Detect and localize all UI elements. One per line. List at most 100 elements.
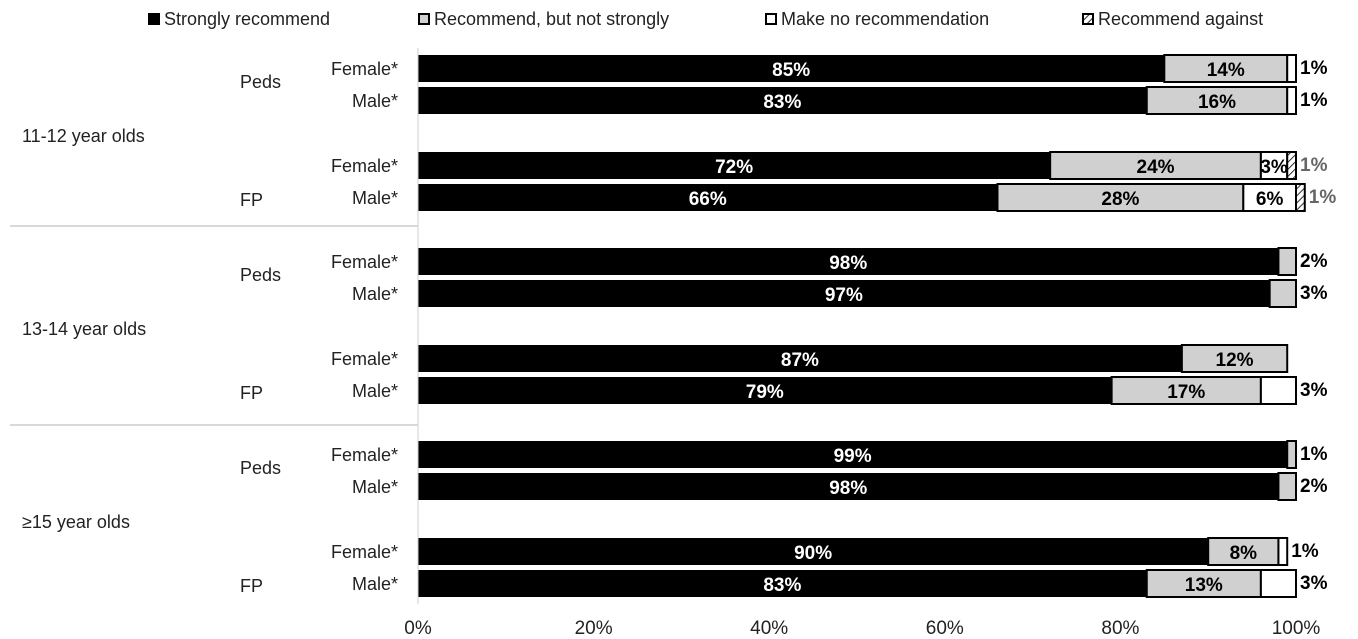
bar-segment-strong xyxy=(418,87,1147,114)
data-label-strong: 83% xyxy=(763,575,801,596)
x-tick-label: 100% xyxy=(1272,618,1321,639)
data-label-strong: 90% xyxy=(794,543,832,564)
bar-segment-strong xyxy=(418,345,1182,372)
bar-g1-peds-male: 83% 16% 1% xyxy=(418,86,1328,115)
bar-segment-none xyxy=(1277,537,1289,566)
legend-swatch-against xyxy=(1082,13,1094,25)
bar-segment-strong xyxy=(418,248,1279,275)
specialty-label-peds: Peds xyxy=(240,265,281,285)
bar-g2-peds-male: 97% 3% xyxy=(418,279,1328,308)
data-label-outside: 1% xyxy=(1309,187,1337,208)
bar-segment-notstrong xyxy=(1110,376,1262,405)
x-tick-label: 80% xyxy=(1101,618,1139,639)
sex-label-g3-peds-female: Female* xyxy=(331,445,398,465)
x-tick-label: 40% xyxy=(750,618,788,639)
legend-swatch-notstrong xyxy=(418,13,430,25)
data-label-notstrong: 24% xyxy=(1137,157,1175,178)
sex-label-g3-fp-female: Female* xyxy=(331,542,398,562)
legend-item-against: Recommend against xyxy=(1082,9,1263,29)
data-label-none: 3% xyxy=(1260,157,1288,178)
bar-g2-peds-female: 98% 2% xyxy=(418,247,1328,276)
bar-segment-notstrong xyxy=(1286,440,1297,469)
legend-item-none: Make no recommendation xyxy=(765,9,989,29)
chart-legend: Strongly recommend Recommend, but not str… xyxy=(148,9,1263,29)
data-label-outside: 1% xyxy=(1300,155,1328,176)
bar-segment-strong xyxy=(418,152,1051,179)
data-label-outside: 1% xyxy=(1291,541,1319,562)
bar-segment-strong xyxy=(418,184,998,211)
bar-g2-fp-female: 87% 12% xyxy=(418,344,1289,373)
sex-label-g2-fp-male: Male* xyxy=(352,381,398,401)
legend-label-none: Make no recommendation xyxy=(781,9,989,29)
data-label-outside: 3% xyxy=(1300,573,1328,594)
bar-segment-none xyxy=(1286,54,1297,83)
data-label-none: 6% xyxy=(1256,189,1284,210)
data-label-strong: 97% xyxy=(825,285,863,306)
data-label-notstrong: 14% xyxy=(1207,60,1245,81)
data-label-strong: 72% xyxy=(715,157,753,178)
data-label-notstrong: 8% xyxy=(1230,543,1258,564)
data-label-outside: 1% xyxy=(1300,444,1328,465)
specialty-label-fp: FP xyxy=(240,576,263,596)
legend-swatch-none xyxy=(765,13,777,25)
category-labels: 11-12 year olds Peds Female* Male* FP Female*… xyxy=(22,59,398,596)
bar-g3-fp-female: 90% 8% 1% xyxy=(418,537,1319,566)
data-label-strong: 98% xyxy=(829,478,867,499)
x-axis: 0% 20% 40% 60% 80% 100% xyxy=(404,48,1320,639)
sex-label-g1-peds-male: Male* xyxy=(352,91,398,111)
bar-segment-strong xyxy=(418,473,1279,500)
data-label-strong: 99% xyxy=(834,446,872,467)
legend-item-strong: Strongly recommend xyxy=(148,9,330,29)
data-label-notstrong: 17% xyxy=(1167,382,1205,403)
bar-segment-none xyxy=(1259,376,1298,405)
bar-segment-against xyxy=(1286,151,1297,180)
data-label-strong: 98% xyxy=(829,253,867,274)
data-label-notstrong: 12% xyxy=(1216,350,1254,371)
x-tick-label: 60% xyxy=(926,618,964,639)
legend-item-notstrong: Recommend, but not strongly xyxy=(418,9,669,29)
bar-g3-fp-male: 83% 13% 3% xyxy=(418,569,1328,598)
bar-segment-none xyxy=(1286,86,1297,115)
bar-segment-notstrong xyxy=(1145,569,1262,598)
bar-segment-notstrong xyxy=(1145,86,1289,115)
age-group-label-3: ≥15 year olds xyxy=(22,512,130,532)
data-label-outside: 2% xyxy=(1300,251,1328,272)
data-label-outside: 1% xyxy=(1300,58,1328,79)
legend-label-against: Recommend against xyxy=(1098,9,1263,29)
bar-segment-strong xyxy=(418,377,1112,404)
data-label-notstrong: 13% xyxy=(1185,575,1223,596)
data-label-strong: 87% xyxy=(781,350,819,371)
data-label-outside: 3% xyxy=(1300,380,1328,401)
age-group-label-1: 11-12 year olds xyxy=(22,126,145,146)
bar-g1-peds-female: 85% 14% 1% xyxy=(418,54,1328,83)
data-label-strong: 66% xyxy=(689,189,727,210)
sex-label-g2-peds-male: Male* xyxy=(352,284,398,304)
bar-segment-strong xyxy=(418,280,1270,307)
bar-segment-notstrong xyxy=(1180,344,1289,373)
bar-g1-fp-female: 72% 24% 3% 1% xyxy=(418,151,1328,180)
bar-segment-none xyxy=(1259,151,1289,180)
data-label-outside: 3% xyxy=(1300,283,1328,304)
data-label-notstrong: 16% xyxy=(1198,92,1236,113)
bars-layer: 85% 14% 1% 83% 16% 1% 72% 24% 3% 1% 66% 28% 6% 1% 98% 2… xyxy=(418,54,1337,598)
data-label-notstrong: 28% xyxy=(1101,189,1139,210)
x-tick-label: 20% xyxy=(575,618,613,639)
legend-swatch-strong xyxy=(148,13,160,25)
sex-label-g1-fp-male: Male* xyxy=(352,188,398,208)
data-label-strong: 83% xyxy=(763,92,801,113)
sex-label-g3-peds-male: Male* xyxy=(352,477,398,497)
sex-label-g1-fp-female: Female* xyxy=(331,156,398,176)
legend-label-notstrong: Recommend, but not strongly xyxy=(434,9,669,29)
bar-segment-strong xyxy=(418,55,1165,82)
bar-segment-strong xyxy=(418,538,1209,565)
data-label-strong: 85% xyxy=(772,60,810,81)
bar-segment-none xyxy=(1259,569,1298,598)
data-label-outside: 1% xyxy=(1300,90,1328,111)
bar-segment-notstrong xyxy=(1268,279,1298,308)
bar-segment-against xyxy=(1295,183,1306,212)
bar-segment-notstrong xyxy=(1277,472,1297,501)
bar-g3-peds-female: 99% 1% xyxy=(418,440,1328,469)
sex-label-g1-peds-female: Female* xyxy=(331,59,398,79)
bar-segment-notstrong xyxy=(1277,247,1297,276)
